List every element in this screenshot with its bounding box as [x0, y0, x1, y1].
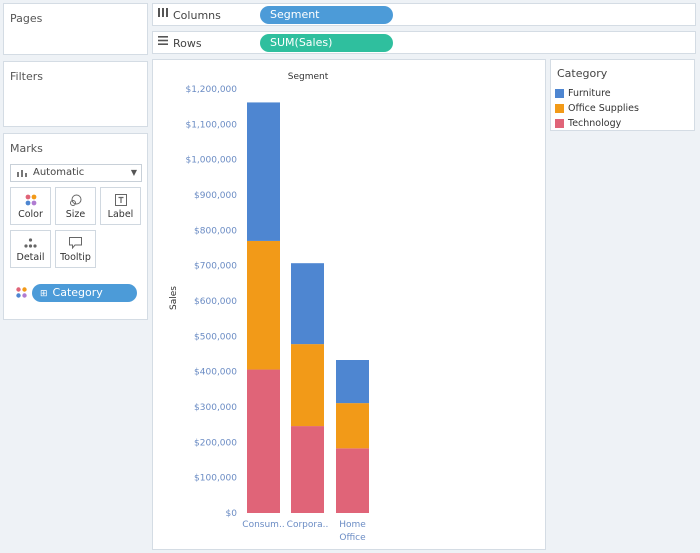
- x-tick-label: Corpora..: [287, 520, 329, 530]
- x-tick-label: Consum..: [242, 520, 284, 530]
- bar-segment-office-supplies: [291, 344, 324, 427]
- bar-segment-technology: [336, 448, 369, 513]
- size-label: Size: [65, 209, 86, 220]
- bar-segment-technology: [247, 369, 280, 513]
- bar-segment-furniture: [291, 263, 324, 345]
- y-tick-label: $500,000: [194, 332, 237, 342]
- marks-title: Marks: [10, 142, 43, 155]
- y-tick-label: $200,000: [194, 438, 237, 448]
- legend-swatch: [555, 119, 564, 128]
- y-tick-label: $700,000: [194, 262, 237, 272]
- color-button[interactable]: Color: [10, 187, 51, 225]
- chart-view[interactable]: Segment $0 $100,000 $200,000 $300,000 $400,00…: [152, 59, 546, 550]
- filters-title: Filters: [10, 70, 43, 83]
- y-tick-label: $800,000: [194, 226, 237, 236]
- tooltip-label: Tooltip: [60, 252, 91, 263]
- sum-sales-pill[interactable]: SUM(Sales): [260, 34, 393, 52]
- label-label: Label: [107, 209, 134, 220]
- legend-label: Technology: [568, 118, 622, 129]
- pages-card[interactable]: Pages: [3, 3, 148, 55]
- legend-label: Office Supplies: [568, 103, 639, 114]
- y-tick-label: $1,200,000: [185, 85, 237, 95]
- chevron-down-icon[interactable]: ▼: [130, 168, 137, 177]
- rows-icon: [158, 36, 168, 48]
- category-legend[interactable]: Category Furniture Office Supplies Techn…: [550, 59, 695, 131]
- columns-label: Columns: [173, 9, 221, 22]
- size-button[interactable]: Size: [55, 187, 96, 225]
- y-tick-label: $1,100,000: [185, 120, 237, 130]
- legend-swatch: [555, 104, 564, 113]
- mark-type-dropdown[interactable]: Automatic ▼: [10, 164, 142, 182]
- size-icon: [56, 193, 95, 207]
- detail-button[interactable]: Detail: [10, 230, 51, 268]
- y-tick-label: $100,000: [194, 474, 237, 484]
- bar-segment-office-supplies: [247, 240, 280, 370]
- y-axis-label: Sales: [169, 286, 179, 310]
- bar-segment-technology: [291, 426, 324, 513]
- detail-icon: [11, 236, 50, 250]
- columns-shelf[interactable]: Columns Segment: [152, 3, 696, 26]
- legend-swatch: [555, 89, 564, 98]
- bar-segment-furniture: [247, 102, 280, 241]
- y-tick-label: $600,000: [194, 297, 237, 307]
- bar-segment-office-supplies: [336, 403, 369, 449]
- columns-icon: [158, 8, 168, 20]
- label-icon: [101, 193, 140, 207]
- detail-label: Detail: [16, 252, 45, 263]
- category-color-pill[interactable]: ⊞ Category: [32, 284, 137, 302]
- color-icon: [11, 193, 50, 207]
- marks-card: Marks Automatic ▼ Color Size: [3, 133, 148, 320]
- tooltip-icon: [56, 236, 95, 250]
- expand-icon[interactable]: ⊞: [40, 289, 48, 299]
- legend-title: Category: [557, 67, 608, 80]
- y-tick-label: $300,000: [194, 403, 237, 413]
- filters-card[interactable]: Filters: [3, 61, 148, 127]
- color-icon: [16, 287, 27, 298]
- label-button[interactable]: Label: [100, 187, 141, 225]
- bar-chart-icon: [17, 170, 27, 177]
- legend-label: Furniture: [568, 88, 611, 99]
- color-label: Color: [18, 209, 43, 220]
- chart-title: Segment: [288, 72, 329, 82]
- mark-type-value: Automatic: [33, 167, 85, 178]
- x-tick-label: Home: [339, 520, 366, 530]
- y-tick-label: $1,000,000: [185, 156, 237, 166]
- segment-pill[interactable]: Segment: [260, 6, 393, 24]
- pages-title: Pages: [10, 12, 43, 25]
- x-tick-label: Office: [339, 533, 366, 543]
- y-tick-label: $0: [226, 509, 238, 519]
- y-tick-label: $400,000: [194, 368, 237, 378]
- category-pill-label: Category: [52, 286, 103, 299]
- stacked-bar-chart: Segment $0 $100,000 $200,000 $300,000 $400,00…: [169, 72, 369, 543]
- rows-shelf[interactable]: Rows SUM(Sales): [152, 31, 696, 54]
- rows-label: Rows: [173, 37, 202, 50]
- y-tick-label: $900,000: [194, 191, 237, 201]
- tooltip-button[interactable]: Tooltip: [55, 230, 96, 268]
- bar-segment-furniture: [336, 360, 369, 404]
